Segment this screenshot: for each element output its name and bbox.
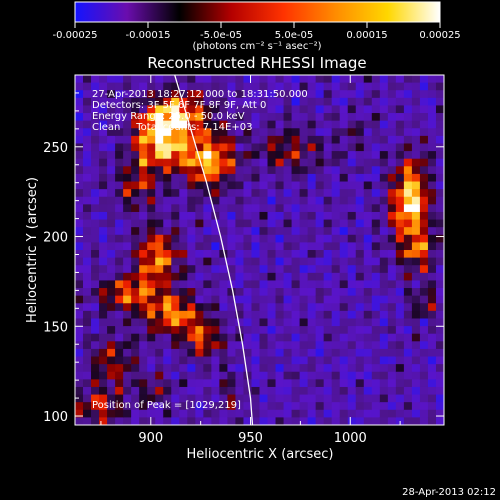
colorbar-ticks: -0.00025 -0.00015 -5.0e-05 5.0e-05 0.00015 0.… (53, 22, 461, 41)
time-range-label: 27-Apr-2013 18:27:12.000 to 18:31:50.000 (92, 89, 308, 100)
colorbar-unit-label: (photons cm⁻² s⁻¹ asec⁻²) (192, 41, 321, 52)
y-tick-label: 150 (43, 320, 68, 335)
colorbar-tick-label: 0.00025 (419, 30, 460, 41)
chart-title: Reconstructed RHESSI Image (147, 54, 366, 72)
detectors-label: Detectors: 3F 5F 6F 7F 8F 9F, Att 0 (92, 100, 266, 111)
x-tick-label: 900 (138, 431, 163, 446)
energy-range-label: Energy Range: 25.0 - 50.0 keV (92, 111, 245, 122)
peak-position-label: Position of Peak = [1029,219] (92, 400, 241, 411)
y-tick-label: 200 (43, 231, 68, 246)
y-axis-label: Heliocentric Y (arcsec) (25, 177, 40, 323)
axis-ticks: 900 950 1000 100 150 200 250 (43, 74, 444, 446)
x-tick-label: 1000 (334, 431, 367, 446)
x-tick-label: 950 (238, 431, 263, 446)
footer-timestamp: 28-Apr-2013 02:12 (402, 487, 496, 498)
colorbar-tick-label: -5.0e-05 (200, 30, 242, 41)
colorbar (75, 2, 440, 22)
solar-limb-curve (174, 75, 254, 425)
x-axis-label: Heliocentric X (arcsec) (187, 447, 334, 462)
counts-label: Clean Total counts: 7.14E+03 (92, 122, 252, 133)
colorbar-tick-label: 0.00015 (346, 30, 387, 41)
info-annotations: 27-Apr-2013 18:27:12.000 to 18:31:50.000… (92, 89, 308, 133)
heatmap-cells (75, 75, 444, 425)
colorbar-tick-label: -0.00025 (53, 30, 98, 41)
y-tick-label: 250 (43, 141, 68, 156)
colorbar-tick-label: 5.0e-05 (275, 30, 313, 41)
plot-frame (74, 74, 445, 426)
y-tick-label: 100 (43, 410, 68, 425)
colorbar-tick-label: -0.00015 (126, 30, 171, 41)
